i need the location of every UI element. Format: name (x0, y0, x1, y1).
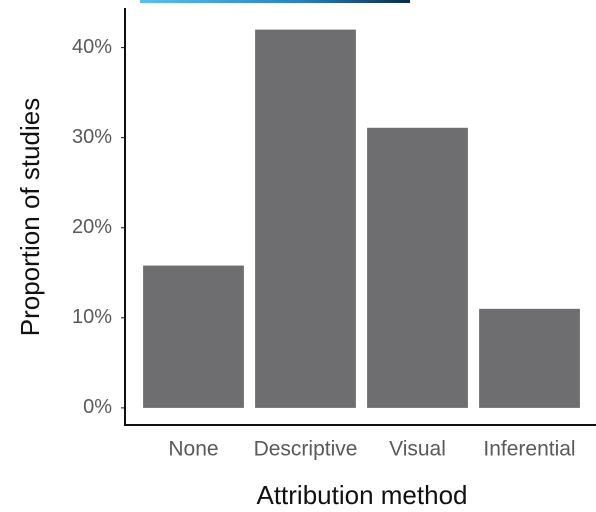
bar (367, 127, 468, 408)
y-axis-title: Proportion of studies (15, 98, 45, 336)
y-tick-label: 20% (72, 216, 112, 238)
bar (255, 29, 356, 408)
x-tick-label: Visual (389, 438, 446, 461)
y-tick-label: 10% (72, 306, 112, 328)
x-axis-title: Attribution method (256, 480, 467, 510)
y-tick-label: 0% (83, 396, 112, 418)
bar (479, 308, 580, 408)
top-decoration (140, 0, 410, 3)
bar (143, 265, 244, 408)
x-tick-label: Inferential (483, 438, 575, 461)
x-tick-label: Descriptive (254, 438, 358, 461)
y-tick-label: 40% (72, 36, 112, 58)
y-tick-label: 30% (72, 126, 112, 148)
x-tick-label: None (168, 438, 218, 461)
